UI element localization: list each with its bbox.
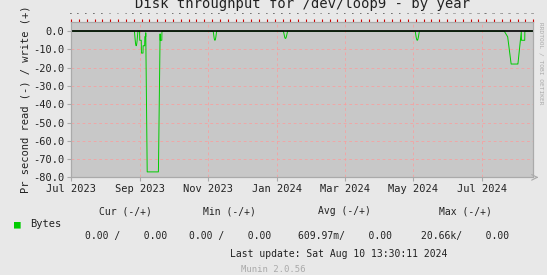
Text: Bytes: Bytes — [30, 219, 61, 229]
Text: 609.97m/    0.00: 609.97m/ 0.00 — [298, 231, 392, 241]
Text: 20.66k/    0.00: 20.66k/ 0.00 — [421, 231, 509, 241]
Y-axis label: Pr second read (-) / write (+): Pr second read (-) / write (+) — [20, 6, 30, 193]
Text: 0.00 /    0.00: 0.00 / 0.00 — [85, 231, 167, 241]
Text: Last update: Sat Aug 10 13:30:11 2024: Last update: Sat Aug 10 13:30:11 2024 — [230, 249, 448, 259]
Text: Avg (-/+): Avg (-/+) — [318, 207, 371, 216]
Title: Disk throughput for /dev/loop9 - by year: Disk throughput for /dev/loop9 - by year — [135, 0, 470, 11]
Text: RRDTOOL / TOBI OETIKER: RRDTOOL / TOBI OETIKER — [538, 22, 543, 104]
Text: Max (-/+): Max (-/+) — [439, 207, 491, 216]
Text: Munin 2.0.56: Munin 2.0.56 — [241, 265, 306, 274]
Text: Min (-/+): Min (-/+) — [203, 207, 256, 216]
Text: Cur (-/+): Cur (-/+) — [100, 207, 152, 216]
Text: ■: ■ — [14, 219, 20, 229]
Text: 0.00 /    0.00: 0.00 / 0.00 — [189, 231, 271, 241]
